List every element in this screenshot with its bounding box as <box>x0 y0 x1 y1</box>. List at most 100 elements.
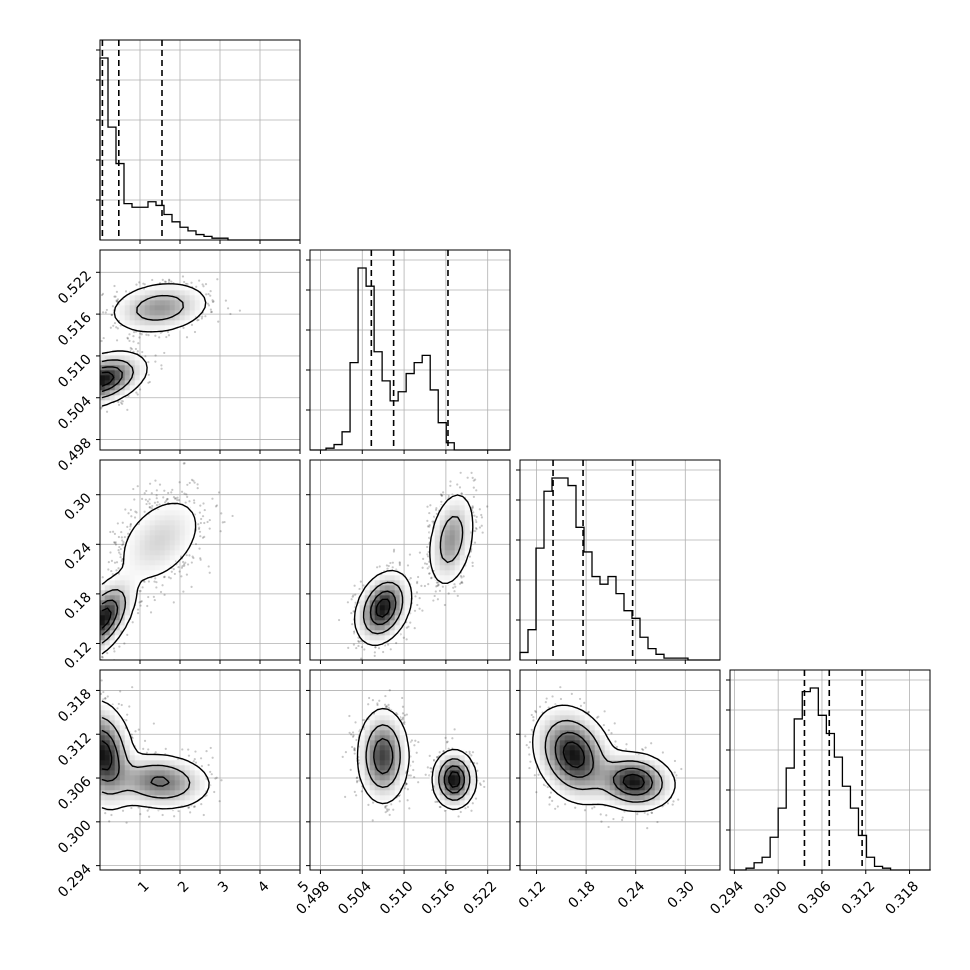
density-cell <box>139 769 146 776</box>
density-cell <box>154 524 161 531</box>
density-cell <box>109 754 116 761</box>
data-point <box>198 511 201 514</box>
data-point <box>165 335 168 339</box>
density-cell <box>184 534 191 541</box>
density-cell <box>149 509 156 516</box>
density-cell <box>100 599 106 606</box>
density-cell <box>194 789 201 796</box>
data-point <box>120 536 123 539</box>
data-point <box>208 571 211 574</box>
density-cell <box>174 304 181 311</box>
data-point <box>183 462 186 465</box>
density-cell <box>159 314 166 321</box>
y-tick-label: 0.294 <box>55 861 95 901</box>
density-cell <box>109 379 116 386</box>
data-point <box>154 479 157 482</box>
density-cell <box>189 289 196 296</box>
density-cell <box>104 729 111 736</box>
data-point <box>151 504 154 508</box>
data-point <box>163 489 166 492</box>
data-point <box>226 307 230 310</box>
density-cell <box>134 319 141 326</box>
density-cell <box>149 759 156 766</box>
density-cell <box>144 774 151 781</box>
scatter-panel-1-3: 0.120.180.240.30 <box>61 459 301 672</box>
density-cell <box>134 314 141 321</box>
density-cell <box>159 509 166 516</box>
data-point <box>192 556 195 560</box>
x-tick-label: 2 <box>175 878 193 896</box>
density-cell <box>179 519 186 526</box>
density-cell <box>194 294 201 301</box>
panel-frame <box>99 459 301 661</box>
density-cell <box>139 559 146 566</box>
density-cell <box>100 704 106 711</box>
density-cell <box>114 589 121 596</box>
data-point <box>147 381 150 384</box>
y-tick-label: 0.516 <box>55 310 95 350</box>
density-cell <box>169 549 176 556</box>
data-point <box>113 322 117 325</box>
data-point <box>217 491 221 494</box>
density-cell <box>114 384 121 391</box>
data-point <box>172 568 175 571</box>
density-cell <box>100 774 106 781</box>
density-cell <box>109 779 116 786</box>
density-cell <box>100 634 106 641</box>
density-cell <box>124 799 131 806</box>
data-point <box>117 400 120 404</box>
density-cell <box>169 529 176 536</box>
density-cell <box>124 614 131 621</box>
data-point <box>142 282 145 285</box>
density-cell <box>164 294 171 301</box>
density-cell <box>109 764 116 771</box>
density-cell <box>114 784 121 791</box>
data-point <box>138 601 141 604</box>
data-point <box>224 299 228 302</box>
panel-frame <box>729 669 931 871</box>
density-cell <box>114 794 121 801</box>
density-cell <box>114 574 121 581</box>
density-cell <box>104 604 111 611</box>
data-point <box>202 502 205 505</box>
density-cell <box>134 759 141 766</box>
density-cell <box>100 399 106 406</box>
data-point <box>199 521 202 525</box>
data-point <box>181 275 185 278</box>
data-point <box>197 318 200 322</box>
density-cell <box>179 784 186 791</box>
data-point <box>132 340 135 343</box>
panel-content <box>100 679 223 824</box>
density-cell <box>179 524 186 531</box>
density-cell <box>104 734 111 741</box>
density-cell <box>129 559 136 566</box>
density-cell <box>169 294 176 301</box>
density-cell <box>139 549 146 556</box>
density-cell <box>114 734 121 741</box>
data-point <box>176 496 179 499</box>
data-point <box>210 310 213 313</box>
density-cell <box>104 719 111 726</box>
density-cell <box>119 304 126 311</box>
y-tick-label: 0.510 <box>55 351 95 391</box>
density-cell <box>149 789 156 796</box>
data-point <box>209 746 212 750</box>
density-cell <box>149 554 156 561</box>
data-point <box>127 532 130 535</box>
density-cell <box>179 529 186 536</box>
density-cell <box>109 749 116 756</box>
data-point <box>166 497 169 501</box>
density-cell <box>169 509 176 516</box>
data-point <box>201 515 205 518</box>
contour-level-4 <box>101 371 115 387</box>
data-point <box>210 310 213 314</box>
density-cell <box>104 799 111 806</box>
density-cell <box>164 799 171 806</box>
density-cell <box>159 804 166 811</box>
data-point <box>184 282 188 285</box>
panel-frame <box>99 669 301 871</box>
data-point <box>139 388 142 391</box>
density-cell <box>204 784 211 791</box>
data-point <box>163 575 166 578</box>
data-point <box>106 652 109 655</box>
